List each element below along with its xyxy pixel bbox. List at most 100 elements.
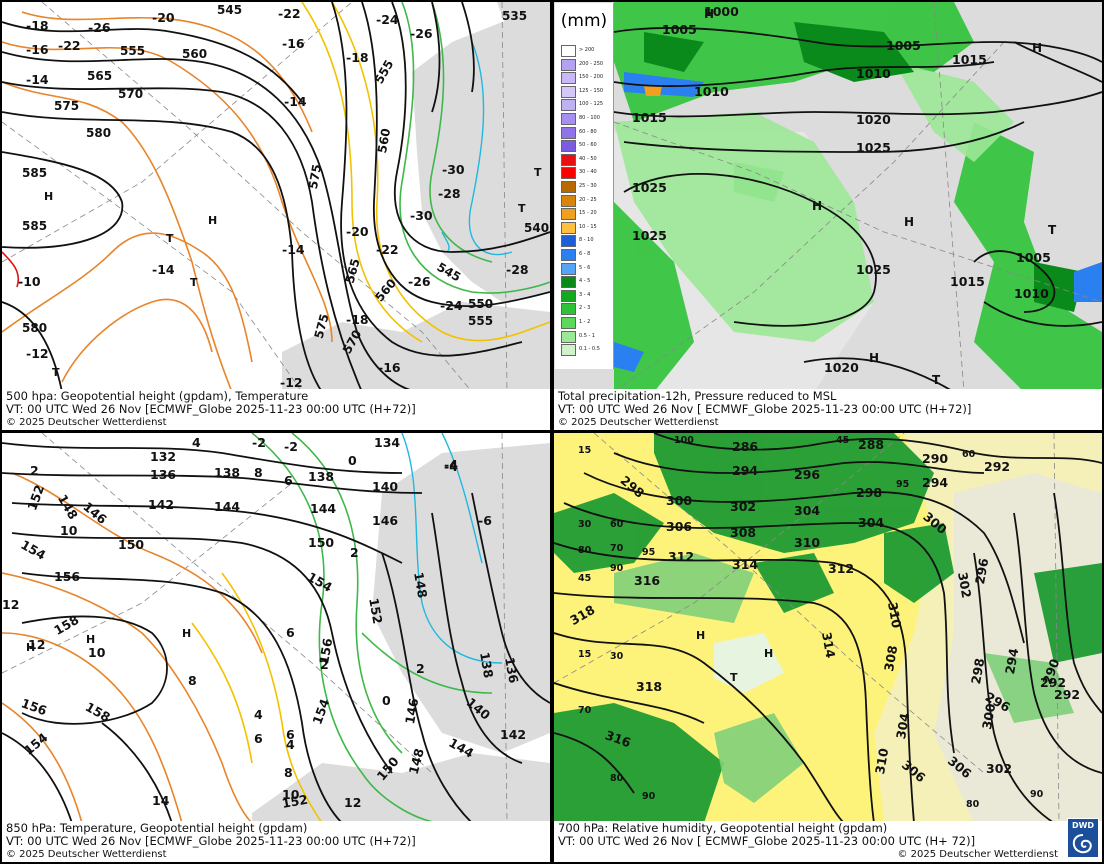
isobar-label: 1015 xyxy=(950,274,985,289)
humidity-label: 80 xyxy=(610,773,624,784)
temperature-label: 2 xyxy=(320,657,329,672)
map-500hpa: 545 555 560 565 570 575 580 585 585 580 … xyxy=(2,2,550,392)
legend-swatch xyxy=(561,317,576,329)
temperature-label: 6 xyxy=(284,473,293,488)
temperature-label: -16 xyxy=(378,360,401,375)
humidity-label: 60 xyxy=(962,449,976,460)
legend-label: 1 - 2 xyxy=(579,319,591,325)
temperature-label: -14 xyxy=(26,72,49,87)
humidity-label: 90 xyxy=(610,563,624,574)
height-label: 292 xyxy=(1054,687,1080,702)
temperature-label: -28 xyxy=(506,262,529,277)
precipitation-legend: (mm) > 200 200 - 250 150 - 200 125 - 150 100… xyxy=(555,3,614,369)
isobar-label: 1015 xyxy=(632,110,667,125)
high-symbol: H xyxy=(26,641,35,654)
height-label: 316 xyxy=(634,573,660,588)
temperature-label: 4 xyxy=(192,435,201,450)
legend-entry: 100 - 125 xyxy=(561,99,611,112)
temperature-label: 0 xyxy=(348,453,357,468)
height-label: 292 xyxy=(984,459,1010,474)
height-label: 570 xyxy=(118,87,143,101)
height-label: 555 xyxy=(468,314,493,328)
temperature-label: -14 xyxy=(282,242,305,257)
legend-entry: 3 - 4 xyxy=(561,289,611,303)
height-label: 138 xyxy=(308,469,334,484)
legend-label: 200 - 250 xyxy=(579,60,604,67)
legend-entry: 5 - 6 xyxy=(561,262,611,276)
legend-entry: 15 - 20 xyxy=(561,208,611,221)
legend-entry: 25 - 30 xyxy=(561,181,611,194)
temperature-label: -26 xyxy=(408,274,431,289)
low-symbol: T xyxy=(730,671,738,684)
temperature-label: -14 xyxy=(152,262,175,277)
height-label: 138 xyxy=(477,651,496,679)
legend-entry: 80 - 100 xyxy=(561,113,611,126)
isobar-label: 1005 xyxy=(662,22,697,37)
map-precipitation: 1000 1005 1010 1015 1005 1010 1015 1020 … xyxy=(554,2,1102,392)
caption-valid-time: VT: 00 UTC Wed 26 Nov [ECMWF_Globe 2025-… xyxy=(6,835,416,848)
legend-swatch xyxy=(561,167,576,180)
isobar-label: 1010 xyxy=(694,84,729,99)
temperature-label: -30 xyxy=(410,208,433,223)
height-label: 150 xyxy=(308,535,334,550)
legend-swatch xyxy=(561,221,576,234)
panel-precipitation: 1000 1005 1010 1015 1005 1010 1015 1020 … xyxy=(554,2,1102,430)
height-label: 296 xyxy=(972,557,991,586)
caption-title: 850 hPa: Temperature, Geopotential heigh… xyxy=(6,822,308,835)
humidity-label: 60 xyxy=(610,519,624,530)
height-label: 292 xyxy=(1040,675,1066,690)
caption-copyright: © 2025 Deutscher Wetterdienst xyxy=(558,417,719,428)
legend-swatch xyxy=(561,262,576,275)
height-label: 288 xyxy=(858,437,884,452)
height-label: 296 xyxy=(794,467,820,482)
height-label: 312 xyxy=(668,549,694,564)
temperature-label: 6 xyxy=(254,731,263,746)
high-symbol: H xyxy=(904,215,914,229)
isobar-label: 1000 xyxy=(704,4,739,19)
height-label: 148 xyxy=(406,747,427,776)
temperature-label: 10 xyxy=(88,645,106,660)
low-symbol: T xyxy=(932,373,941,387)
dwd-logo-text: DWD xyxy=(1071,821,1095,830)
temperature-label: 6 xyxy=(286,727,295,742)
height-label: 314 xyxy=(819,631,838,660)
height-label: 148 xyxy=(411,571,430,599)
legend-entry: > 200 xyxy=(561,45,611,58)
caption-copyright: © 2025 Deutscher Wetterdienst xyxy=(6,417,167,428)
caption-precipitation: Total precipitation-12h, Pressure reduce… xyxy=(554,389,1102,430)
legend-swatch xyxy=(561,276,576,289)
height-label: 136 xyxy=(502,656,521,685)
height-label: 294 xyxy=(732,463,758,478)
humidity-label: 100 xyxy=(674,435,694,446)
height-label: 300 xyxy=(666,493,692,508)
humidity-label: 90 xyxy=(1030,789,1044,800)
humidity-label: 70 xyxy=(578,705,592,716)
height-label: 535 xyxy=(502,9,527,23)
legend-swatch xyxy=(561,140,576,153)
legend-swatch xyxy=(561,126,576,139)
temperature-label: -24 xyxy=(376,12,399,27)
legend-entry: 150 - 200 xyxy=(561,72,611,85)
legend-swatch xyxy=(561,289,576,302)
height-label: 575 xyxy=(54,99,79,113)
isobar-label: 1025 xyxy=(632,228,667,243)
temperature-label: -22 xyxy=(58,38,81,53)
height-label: 580 xyxy=(22,321,47,335)
temperature-label: -22 xyxy=(278,6,301,21)
height-label: 585 xyxy=(22,166,47,180)
dwd-logo: DWD xyxy=(1067,818,1099,858)
height-label: 294 xyxy=(1002,647,1021,676)
legend-entry: 2 - 3 xyxy=(561,303,611,316)
temperature-label: -20 xyxy=(346,224,369,239)
temperature-label: -16 xyxy=(26,42,49,57)
height-label: 298 xyxy=(856,485,882,500)
high-symbol: H xyxy=(812,199,822,213)
height-label: 575 xyxy=(312,312,332,340)
legend-entry: 125 - 150 xyxy=(561,85,611,99)
height-label: 150 xyxy=(118,537,144,552)
temperature-label: -16 xyxy=(282,36,305,51)
temperature-label: -6 xyxy=(478,513,492,528)
legend-label: 8 - 10 xyxy=(579,237,594,244)
panel-850hpa: 132 134 136 138 138 140 142 144 144 146 … xyxy=(2,433,550,862)
height-label: 560 xyxy=(182,47,207,61)
